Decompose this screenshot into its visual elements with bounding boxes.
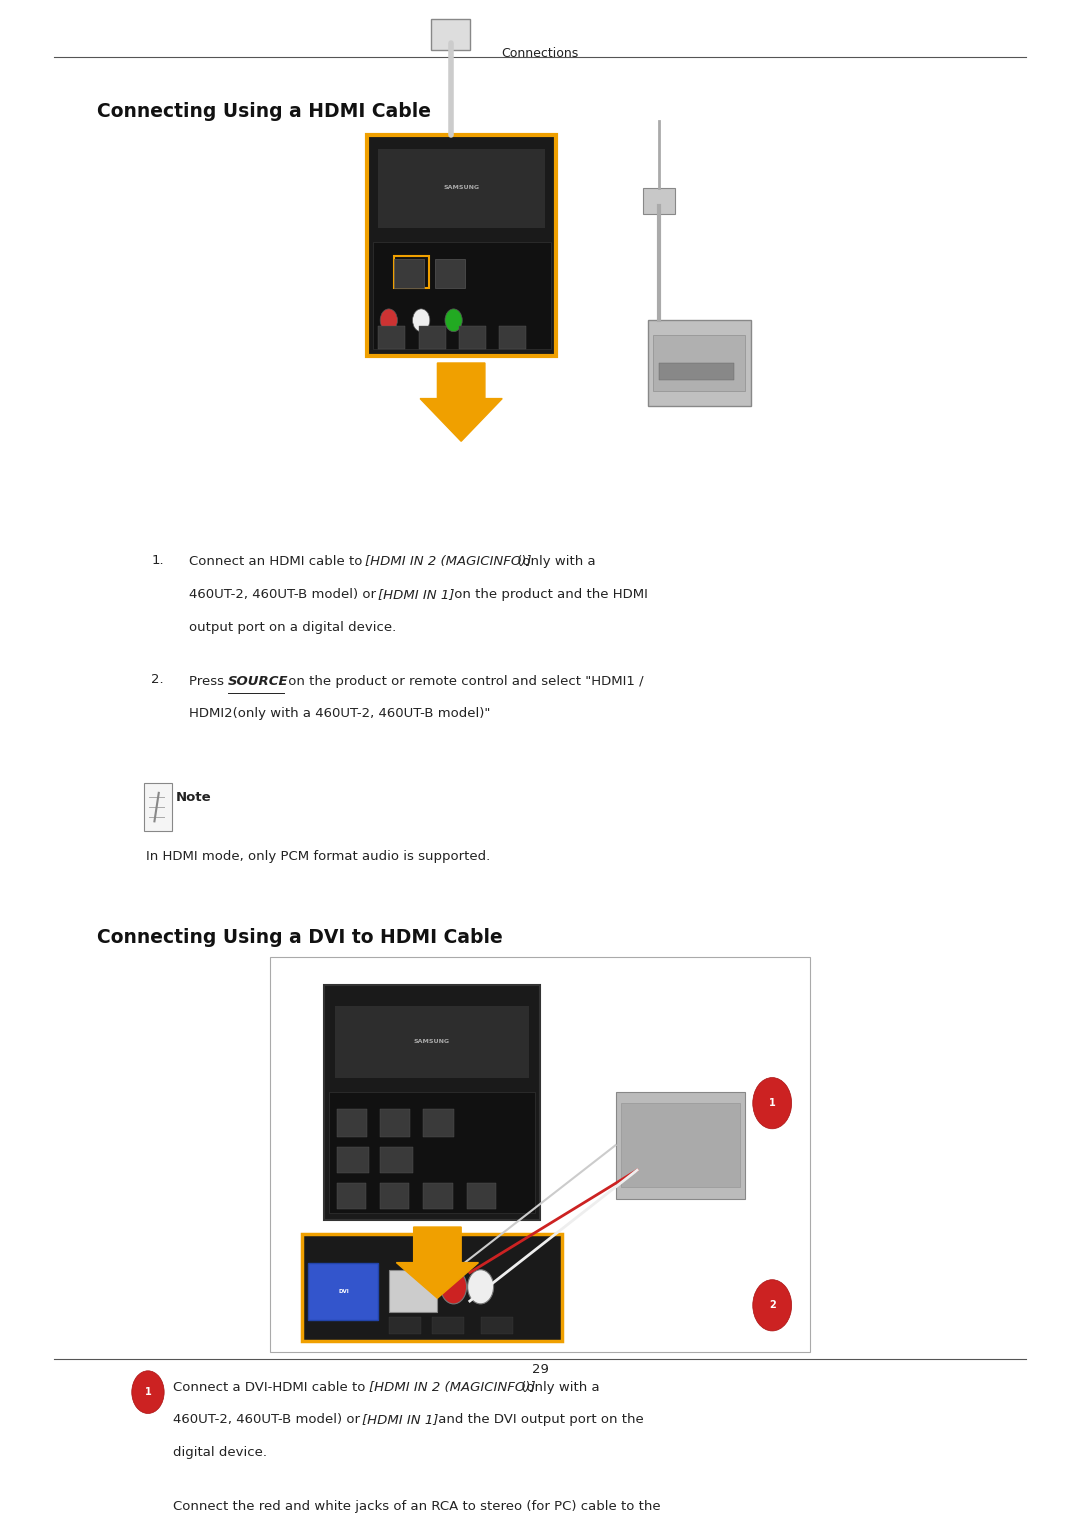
FancyBboxPatch shape bbox=[459, 325, 486, 348]
Text: (only with a: (only with a bbox=[517, 1380, 600, 1394]
Text: output port on a digital device.: output port on a digital device. bbox=[189, 620, 396, 634]
FancyBboxPatch shape bbox=[373, 241, 551, 348]
FancyBboxPatch shape bbox=[423, 1109, 454, 1138]
FancyBboxPatch shape bbox=[335, 1006, 529, 1078]
Text: Note: Note bbox=[176, 791, 212, 803]
Text: 1: 1 bbox=[145, 1387, 151, 1397]
FancyBboxPatch shape bbox=[432, 1316, 464, 1333]
FancyBboxPatch shape bbox=[378, 325, 405, 348]
FancyBboxPatch shape bbox=[302, 1234, 562, 1341]
Text: 29: 29 bbox=[531, 1364, 549, 1376]
Text: SAMSUNG: SAMSUNG bbox=[444, 185, 480, 191]
Circle shape bbox=[445, 308, 462, 331]
Text: Connect an HDMI cable to: Connect an HDMI cable to bbox=[189, 556, 366, 568]
Circle shape bbox=[413, 308, 430, 331]
Text: Press: Press bbox=[189, 675, 228, 687]
FancyBboxPatch shape bbox=[380, 1147, 413, 1173]
FancyBboxPatch shape bbox=[367, 136, 556, 356]
FancyBboxPatch shape bbox=[378, 150, 545, 228]
Circle shape bbox=[441, 1270, 467, 1304]
Text: Connect the red and white jacks of an RCA to stereo (for PC) cable to the: Connect the red and white jacks of an RC… bbox=[173, 1501, 661, 1513]
Text: SAMSUNG: SAMSUNG bbox=[414, 1040, 450, 1044]
Text: on the product or remote control and select "HDMI1 /: on the product or remote control and sel… bbox=[284, 675, 644, 687]
Text: and the DVI output port on the: and the DVI output port on the bbox=[434, 1414, 644, 1426]
FancyBboxPatch shape bbox=[380, 1109, 410, 1138]
Polygon shape bbox=[420, 363, 502, 441]
Circle shape bbox=[380, 308, 397, 331]
Polygon shape bbox=[396, 1228, 478, 1298]
FancyBboxPatch shape bbox=[467, 1183, 496, 1208]
Text: DVI: DVI bbox=[338, 1289, 349, 1293]
Text: 1: 1 bbox=[769, 1098, 775, 1109]
Text: Connecting Using a HDMI Cable: Connecting Using a HDMI Cable bbox=[97, 102, 431, 122]
Text: 2: 2 bbox=[145, 1507, 151, 1516]
FancyBboxPatch shape bbox=[389, 1316, 421, 1333]
FancyBboxPatch shape bbox=[432, 18, 470, 50]
FancyBboxPatch shape bbox=[144, 783, 172, 831]
Circle shape bbox=[753, 1280, 792, 1332]
Text: [HDMI IN 2 (MAGICINFO)]: [HDMI IN 2 (MAGICINFO)] bbox=[365, 556, 531, 568]
FancyBboxPatch shape bbox=[499, 325, 526, 348]
Text: 1.: 1. bbox=[151, 554, 164, 567]
FancyBboxPatch shape bbox=[423, 1183, 453, 1208]
Text: [HDMI IN 1]: [HDMI IN 1] bbox=[362, 1414, 438, 1426]
FancyBboxPatch shape bbox=[659, 363, 734, 380]
Text: Connections: Connections bbox=[501, 47, 579, 60]
Text: digital device.: digital device. bbox=[173, 1446, 267, 1460]
Text: 2.: 2. bbox=[151, 673, 164, 686]
Text: (only with a: (only with a bbox=[513, 556, 596, 568]
Text: SOURCE: SOURCE bbox=[228, 675, 288, 687]
Text: In HDMI mode, only PCM format audio is supported.: In HDMI mode, only PCM format audio is s… bbox=[146, 851, 490, 863]
Circle shape bbox=[753, 1078, 792, 1128]
FancyBboxPatch shape bbox=[337, 1147, 369, 1173]
Text: HDMI2(only with a 460UT-2, 460UT-B model)": HDMI2(only with a 460UT-2, 460UT-B model… bbox=[189, 707, 490, 721]
FancyBboxPatch shape bbox=[308, 1263, 378, 1319]
Circle shape bbox=[132, 1371, 164, 1414]
FancyBboxPatch shape bbox=[435, 260, 465, 287]
Text: [HDMI IN 1]: [HDMI IN 1] bbox=[378, 588, 455, 602]
Text: on the product and the HDMI: on the product and the HDMI bbox=[450, 588, 648, 602]
FancyBboxPatch shape bbox=[621, 1102, 740, 1186]
FancyBboxPatch shape bbox=[394, 260, 424, 287]
FancyBboxPatch shape bbox=[380, 1183, 409, 1208]
Circle shape bbox=[132, 1490, 164, 1527]
FancyBboxPatch shape bbox=[389, 1270, 437, 1312]
Text: [HDMI IN 2 (MAGICINFO)]: [HDMI IN 2 (MAGICINFO)] bbox=[369, 1380, 536, 1394]
Text: 460UT-2, 460UT-B model) or: 460UT-2, 460UT-B model) or bbox=[173, 1414, 364, 1426]
FancyBboxPatch shape bbox=[337, 1183, 366, 1208]
FancyBboxPatch shape bbox=[324, 985, 540, 1220]
FancyBboxPatch shape bbox=[419, 325, 446, 348]
Circle shape bbox=[468, 1270, 494, 1304]
Text: 2: 2 bbox=[769, 1301, 775, 1310]
FancyBboxPatch shape bbox=[329, 1092, 535, 1212]
FancyBboxPatch shape bbox=[481, 1316, 513, 1333]
FancyBboxPatch shape bbox=[643, 188, 675, 214]
FancyBboxPatch shape bbox=[648, 321, 751, 406]
FancyBboxPatch shape bbox=[337, 1109, 367, 1138]
FancyBboxPatch shape bbox=[653, 334, 745, 391]
FancyBboxPatch shape bbox=[616, 1092, 745, 1199]
Text: 460UT-2, 460UT-B model) or: 460UT-2, 460UT-B model) or bbox=[189, 588, 380, 602]
Text: Connecting Using a DVI to HDMI Cable: Connecting Using a DVI to HDMI Cable bbox=[97, 928, 503, 947]
Text: Connect a DVI-HDMI cable to: Connect a DVI-HDMI cable to bbox=[173, 1380, 369, 1394]
